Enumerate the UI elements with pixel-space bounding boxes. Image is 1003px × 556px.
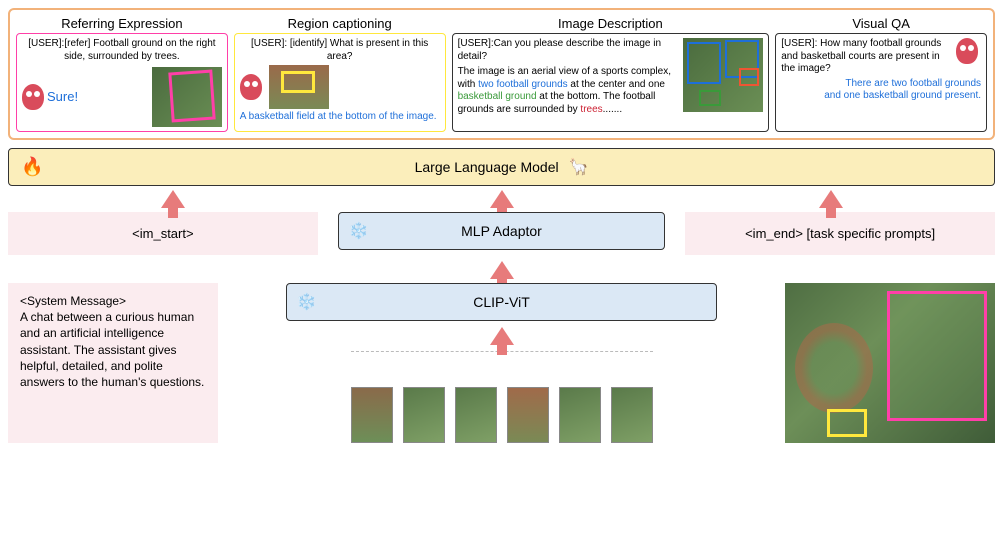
bottom-row: <System Message> A chat between a curiou… <box>8 283 995 443</box>
user-prompt: [USER]: How many football grounds and ba… <box>781 38 952 76</box>
track-oval <box>795 323 873 413</box>
arrow-icon <box>490 327 514 345</box>
llm-block: 🔥 Large Language Model 🦙 <box>8 148 995 186</box>
t: at the center and one <box>568 79 665 90</box>
system-message: <System Message> A chat between a curiou… <box>8 283 218 443</box>
task-region: Region captioning [USER]: [identify] Wha… <box>234 16 446 132</box>
t: ....... <box>603 104 622 115</box>
snowflake-icon: ❄️ <box>297 292 317 312</box>
user-prompt: [USER]:[refer] Football ground on the ri… <box>22 38 222 63</box>
task-title: Image Description <box>452 16 770 31</box>
bbox-pink-field <box>887 291 987 421</box>
patch <box>403 387 445 443</box>
image-patches <box>351 351 653 443</box>
bbox-bb <box>699 90 721 106</box>
center-column: ❄️ MLP Adaptor <box>338 212 666 255</box>
assistant-icon <box>240 74 262 100</box>
patch <box>611 387 653 443</box>
task-body: [USER]: [identify] What is present in th… <box>234 33 446 132</box>
task-title: Visual QA <box>775 16 987 31</box>
arrow-icon <box>819 190 843 208</box>
thumb-referring <box>152 67 222 127</box>
bbox-yellow-field <box>827 409 867 437</box>
task-vqa: Visual QA [USER]: How many football grou… <box>775 16 987 132</box>
encoder-label: CLIP-ViT <box>473 294 530 310</box>
user-prompt: [USER]: [identify] What is present in th… <box>240 38 440 63</box>
thumb-desc <box>683 38 763 112</box>
im-start-token: <im_start> <box>8 212 318 255</box>
bbox-pink <box>168 70 215 123</box>
arrow-icon <box>161 190 185 208</box>
mid-row: <im_start> ❄️ MLP Adaptor <im_end> [task… <box>8 212 995 255</box>
token-text: <im_end> [task specific prompts] <box>745 226 935 241</box>
assistant-icon <box>22 84 44 110</box>
assistant-reply: A basketball field at the bottom of the … <box>240 111 440 124</box>
llm-label: Large Language Model <box>415 159 559 175</box>
assistant-reply: There are two football grounds and one b… <box>781 78 981 103</box>
assistant-icon <box>956 38 978 64</box>
llama-icon: 🦙 <box>568 157 588 177</box>
fire-icon: 🔥 <box>21 157 43 178</box>
task-body: [USER]:Can you please describe the image… <box>452 33 770 132</box>
patch <box>507 387 549 443</box>
task-description: Image Description [USER]:Can you please … <box>452 16 770 132</box>
t: basketball ground <box>458 91 537 102</box>
task-body: [USER]:[refer] Football ground on the ri… <box>16 33 228 132</box>
assistant-reply: Sure! <box>47 89 78 105</box>
t: trees <box>580 104 602 115</box>
patch <box>559 387 601 443</box>
snowflake-icon: ❄️ <box>349 221 369 241</box>
thumb-region <box>269 65 329 109</box>
input-image <box>785 283 995 443</box>
task-body: [USER]: How many football grounds and ba… <box>775 33 987 132</box>
encoder-column: ❄️ CLIP-ViT <box>232 283 771 443</box>
adaptor-label: MLP Adaptor <box>461 223 542 239</box>
arrow-icon <box>490 261 514 279</box>
t: There are two football grounds <box>845 78 981 89</box>
t: and one basketball ground present. <box>824 90 981 101</box>
mlp-adaptor: ❄️ MLP Adaptor <box>338 212 666 250</box>
t: two football grounds <box>478 79 568 90</box>
task-referring: Referring Expression [USER]:[refer] Foot… <box>16 16 228 132</box>
sysmsg-title: <System Message> <box>20 293 206 309</box>
task-title: Region captioning <box>234 16 446 31</box>
im-end-token: <im_end> [task specific prompts] <box>685 212 995 255</box>
arrow-icon <box>490 190 514 208</box>
bbox-red <box>739 68 759 86</box>
sysmsg-body: A chat between a curious human and an ar… <box>20 309 206 390</box>
task-row: Referring Expression [USER]:[refer] Foot… <box>8 8 995 140</box>
bbox-fg1 <box>687 42 721 84</box>
patch <box>351 387 393 443</box>
task-title: Referring Expression <box>16 16 228 31</box>
clip-vit: ❄️ CLIP-ViT <box>286 283 717 321</box>
bbox-yellow <box>281 71 315 93</box>
patch <box>455 387 497 443</box>
token-text: <im_start> <box>132 226 193 241</box>
